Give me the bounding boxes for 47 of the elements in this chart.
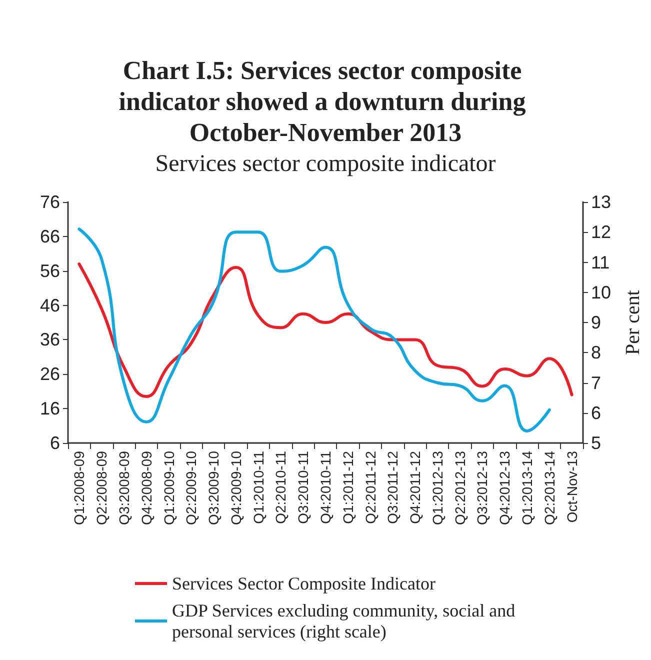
x-tick-label: Q1:2013-14 [519, 450, 536, 525]
y-tick-label: 46 [40, 295, 60, 316]
x-tick-label: Q1:2010-11 [250, 450, 266, 524]
x-tick-label: Q2:2009-10 [183, 450, 200, 525]
x-tick-label: Q1:2011-12 [340, 450, 356, 524]
y-tick-label: 66 [40, 226, 60, 246]
x-tick-label: Q3:2010-11 [295, 450, 312, 524]
line-series [78, 228, 551, 432]
x-tick-label: Q3:2011-12 [384, 450, 401, 524]
y2-tick-label: 8 [591, 342, 602, 363]
y-tick-label: 26 [40, 364, 60, 384]
y-tick-label: 16 [40, 398, 60, 419]
y2-tick-label: 10 [591, 282, 612, 302]
y2-tick-label: 13 [591, 192, 612, 212]
x-tick-label: Q1:2009-10 [160, 450, 177, 525]
y-tick-label: 6 [50, 433, 60, 453]
y2-axis-title: Per cent [622, 290, 644, 355]
line-series [78, 262, 574, 398]
x-tick-label: Q2:2011-12 [362, 450, 378, 524]
x-tick-label: Q1:2012-13 [429, 450, 446, 525]
legend-label: GDP Services excluding community, social and personal services (right scale) [172, 600, 520, 642]
x-tick-label: Q2:2012-13 [452, 450, 468, 525]
y2-tick-label: 7 [591, 372, 602, 393]
x-tick-label: Q3:2008-09 [116, 450, 132, 525]
chart-subtitle: Services sector composite indicator [155, 151, 496, 177]
y-tick-label: 56 [40, 260, 60, 281]
x-tick-label: Q2:2008-09 [94, 450, 110, 525]
y2-tick-label: 6 [591, 402, 602, 423]
x-tick-label: Q4:2010-11 [318, 450, 334, 524]
x-tick-label: Q3:2009-10 [206, 450, 222, 525]
y-tick-label: 36 [40, 330, 60, 350]
x-tick-label: Q4:2011-12 [407, 450, 424, 524]
x-tick-label: Q3:2012-13 [474, 450, 490, 525]
x-tick-label: Q4:2012-13 [496, 450, 513, 525]
x-tick-label: Q2:2013-14 [541, 450, 558, 525]
y2-tick-label: 11 [591, 252, 610, 272]
legend-label: Services Sector Composite Indicator [172, 574, 436, 594]
y2-tick-label: 9 [591, 312, 602, 332]
y2-tick-label: 12 [591, 222, 612, 242]
y2-tick-label: 5 [591, 433, 602, 453]
x-tick-label: Q4:2009-10 [228, 450, 244, 525]
x-tick-label: Q1:2008-09 [71, 450, 88, 525]
x-tick-label: Q2:2010-11 [272, 450, 289, 524]
y-tick-label: 76 [40, 192, 60, 212]
chart-title: Chart I.5: Services sector composite indicator showed a downturn during October-November 2013 [118, 56, 532, 147]
x-tick-label: Q4:2008-09 [138, 450, 154, 525]
x-tick-label: Oct-Nov-13 [564, 450, 580, 523]
